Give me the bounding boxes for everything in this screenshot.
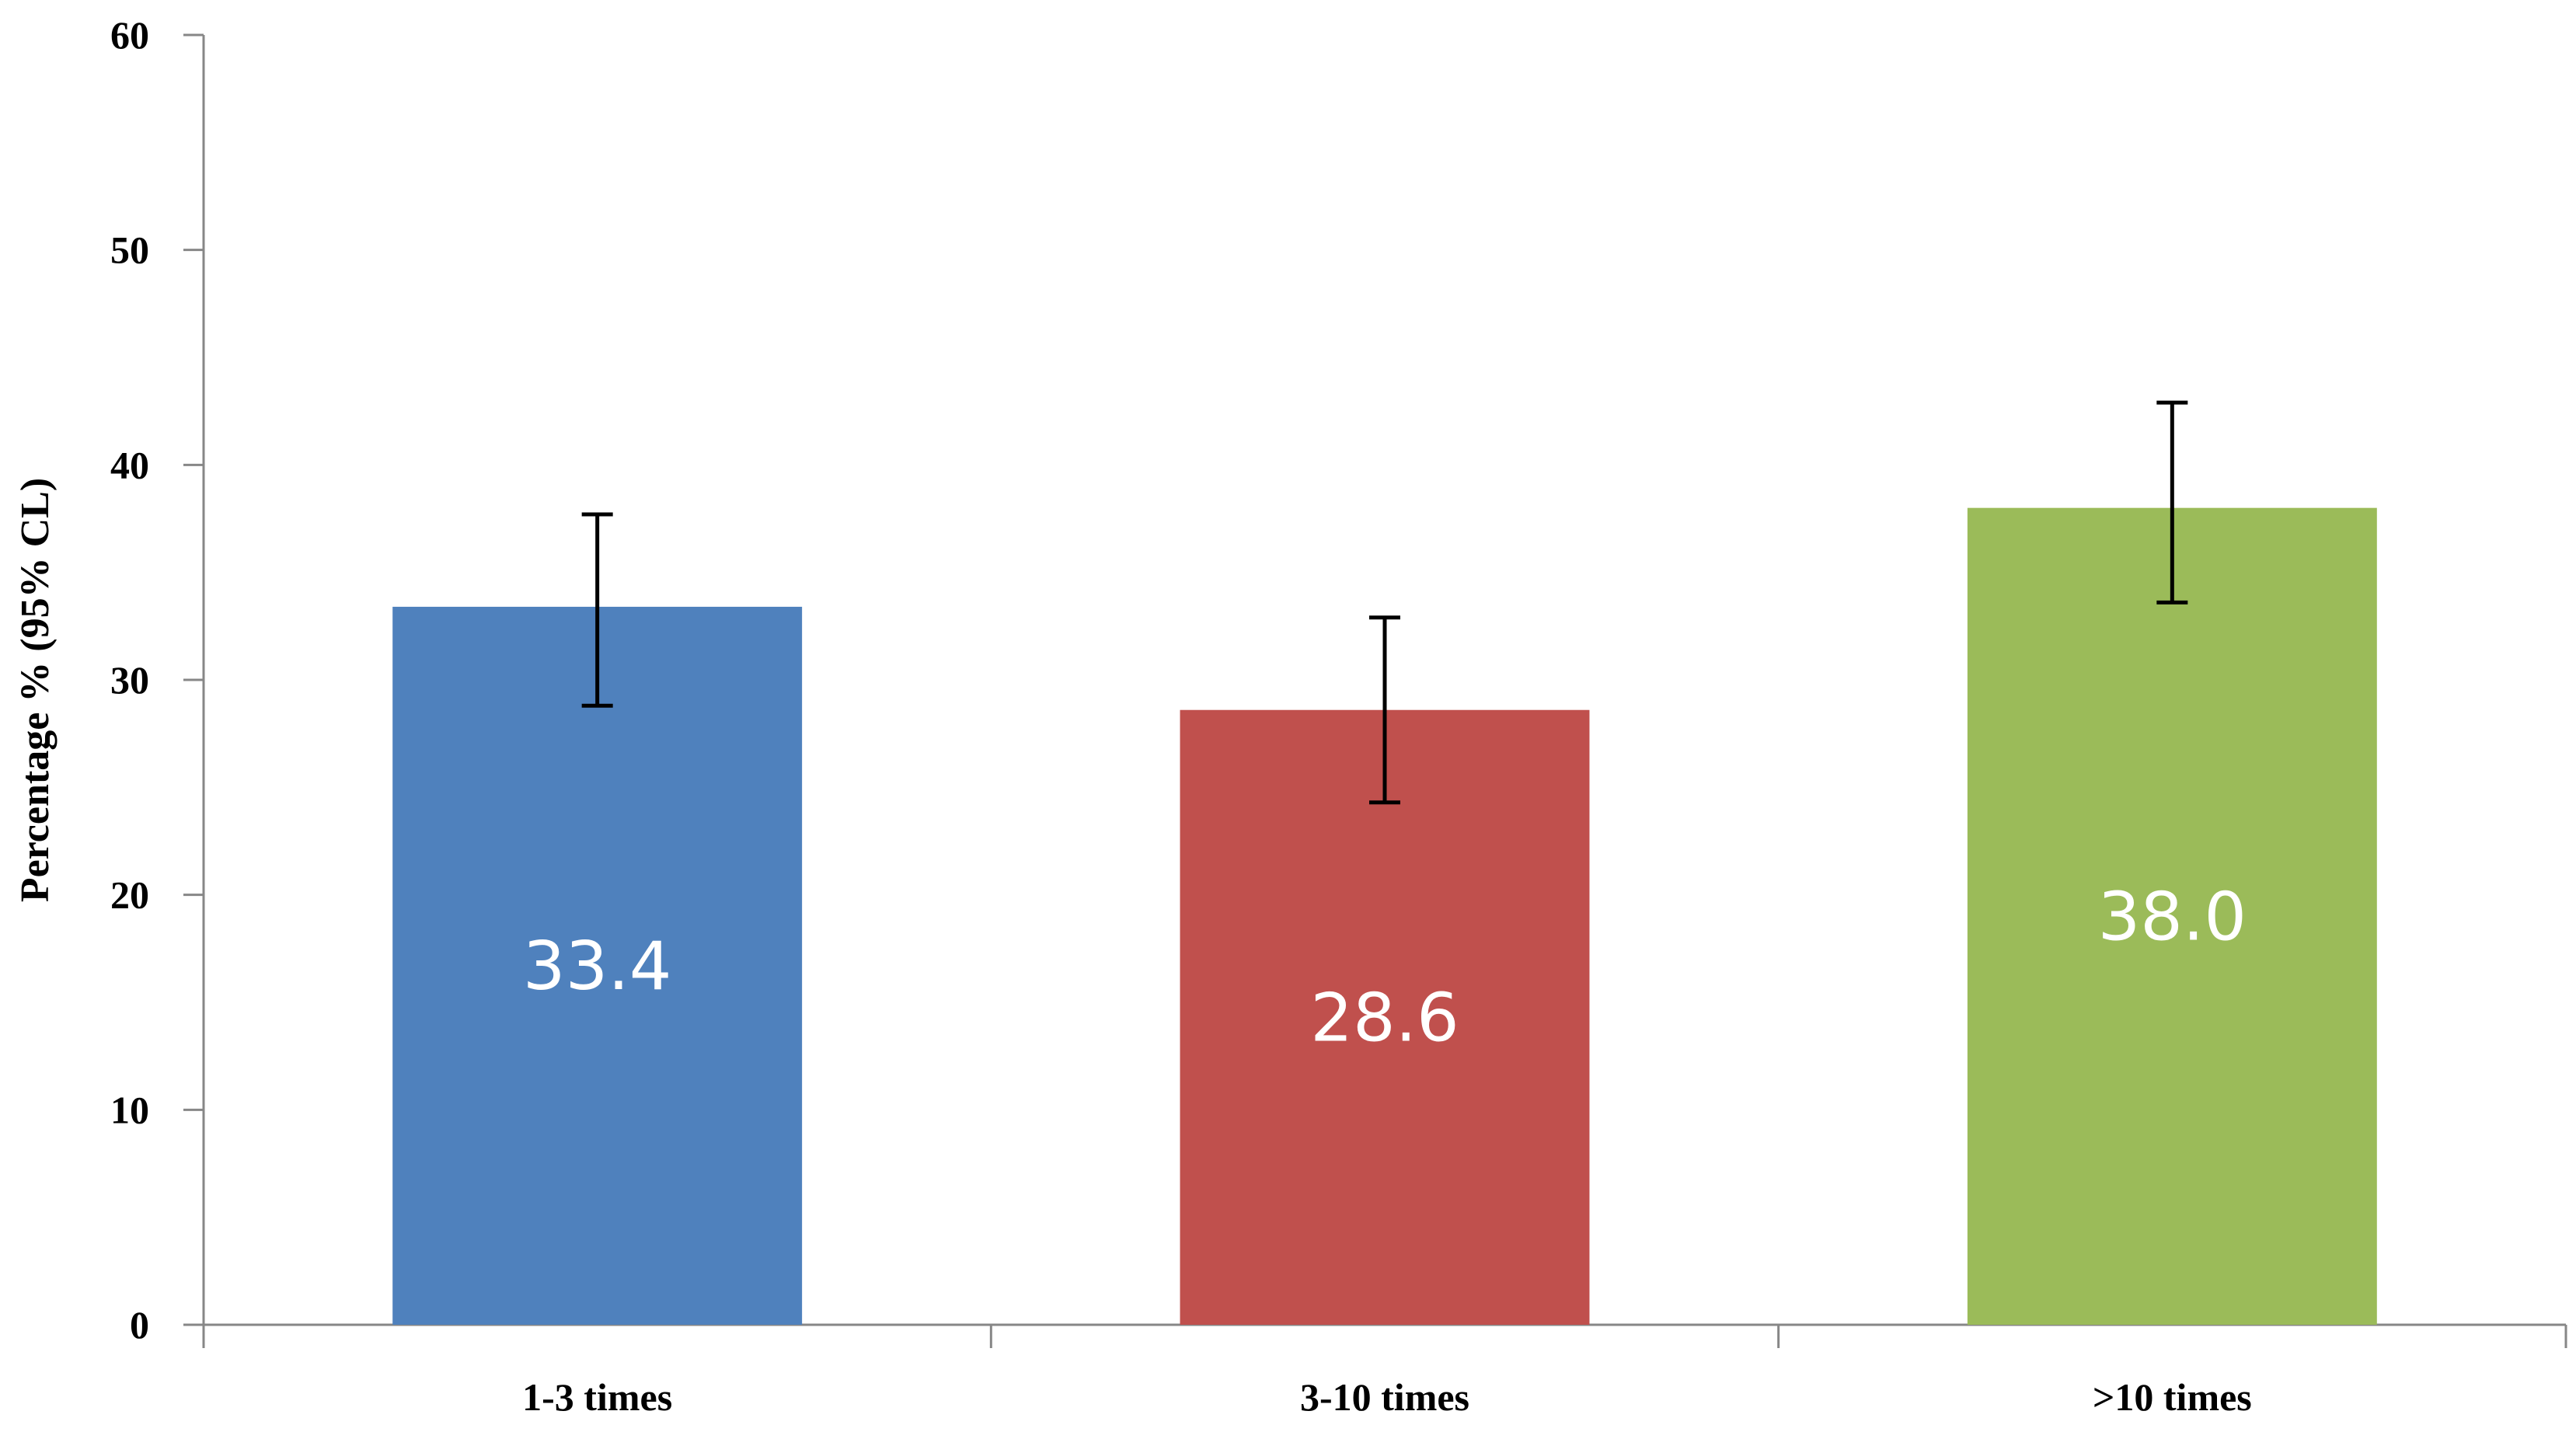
error-bars — [581, 400, 2188, 805]
y-tick-label: 10 — [110, 1088, 149, 1131]
bar — [392, 606, 803, 1325]
y-tick-label: 60 — [110, 13, 149, 57]
y-axis-title: Percentage % (95% CL) — [13, 478, 58, 902]
bars — [392, 507, 2377, 1325]
data-label: 38.0 — [2098, 878, 2247, 956]
data-label: 28.6 — [1310, 979, 1459, 1057]
data-label: 33.4 — [523, 928, 671, 1005]
y-tick-label: 0 — [130, 1303, 149, 1347]
y-tick-label: 50 — [110, 228, 149, 272]
x-tick-label: 3-10 times — [1300, 1375, 1469, 1419]
bar — [1967, 507, 2377, 1325]
y-tick-label: 30 — [110, 658, 149, 702]
y-tick-label: 40 — [110, 443, 149, 486]
labels: 33.4 1-3 times 28.6 3-10 times 38.0 >10 times — [522, 878, 2252, 1419]
bar — [1180, 709, 1590, 1325]
x-tick-label: 1-3 times — [522, 1375, 672, 1419]
y-tick-label: 20 — [110, 873, 149, 917]
x-tick-label: >10 times — [2093, 1375, 2252, 1419]
